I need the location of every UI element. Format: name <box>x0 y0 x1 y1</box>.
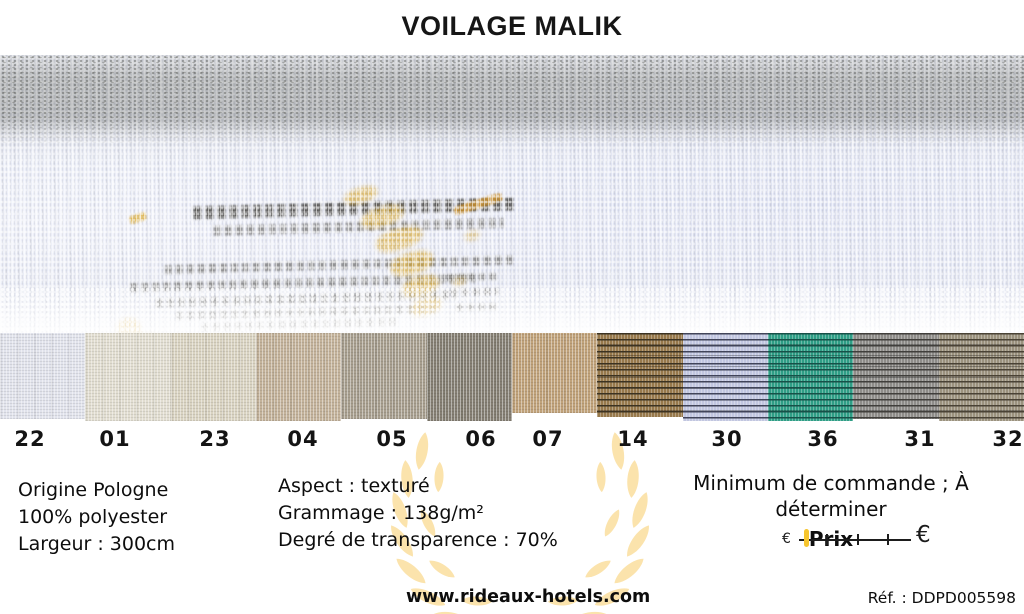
swatch-code: 14 <box>617 427 649 451</box>
grammage-line: Grammage : 138g/m² <box>278 502 484 524</box>
price-scale: € € <box>778 522 942 553</box>
label-blurred-subtitle <box>213 217 504 236</box>
price-scale-tick <box>826 534 828 545</box>
swatch-code: 04 <box>287 427 319 451</box>
swatch-36 <box>767 333 854 421</box>
fabric-label <box>108 177 528 333</box>
price-scale-tick <box>887 534 889 545</box>
swatch-code: 30 <box>711 427 743 451</box>
label-blurred-line <box>201 317 400 332</box>
swatch-30 <box>682 333 768 421</box>
swatch-strip <box>0 333 1024 423</box>
swatch-22 <box>0 333 86 419</box>
origin-specs-block: Origine Pologne 100% polyester Largeur :… <box>18 477 175 558</box>
label-blurred-line <box>164 255 517 275</box>
reference-number: Réf. : DDPD005598 <box>867 589 1016 607</box>
label-gold-mark <box>113 315 146 333</box>
swatch-06 <box>426 333 512 421</box>
swatch-code: 36 <box>807 427 839 451</box>
aspect-line: Aspect : texturé <box>278 475 430 497</box>
euro-high-icon: € <box>916 522 931 548</box>
fabric-specs-block: Aspect : texturé Grammage : 138g/m² Degr… <box>278 473 558 554</box>
label-logo-gold-blob <box>462 228 482 243</box>
price-scale-tick <box>857 534 859 545</box>
price-scale-line <box>799 539 911 541</box>
label-gold-mark <box>128 211 148 225</box>
transparency-line: Degré de transparence : 70% <box>278 529 558 551</box>
swatch-32 <box>938 333 1024 421</box>
swatch-31 <box>853 333 939 419</box>
label-blurred-line <box>455 303 497 312</box>
origin-line: Origine Pologne <box>18 479 169 501</box>
swatch-05 <box>341 333 427 419</box>
euro-low-icon: € <box>782 531 791 547</box>
swatch-code: 31 <box>904 427 936 451</box>
swatch-code: 23 <box>199 427 231 451</box>
fabric-top-shadow <box>0 55 1024 147</box>
swatch-14 <box>597 333 683 417</box>
swatch-code: 22 <box>14 427 46 451</box>
swatch-code: 06 <box>465 427 497 451</box>
label-blurred-line <box>450 287 499 297</box>
swatch-code: 05 <box>376 427 408 451</box>
material-line: 100% polyester <box>18 506 168 528</box>
swatch-23 <box>170 333 256 421</box>
swatch-code: 32 <box>992 427 1024 451</box>
order-price-block: Minimum de commande ; À déterminer Prix <box>640 470 1022 552</box>
price-marker <box>804 529 809 547</box>
page-title: VOILAGE MALIK <box>401 11 623 41</box>
swatch-07 <box>511 333 598 413</box>
swatch-04 <box>255 333 342 421</box>
width-line: Largeur : 300cm <box>18 533 176 555</box>
swatch-code: 01 <box>99 427 131 451</box>
fabric-photo <box>0 55 1024 333</box>
website-url: www.rideaux-hotels.com <box>406 587 651 607</box>
swatch-01 <box>85 333 171 421</box>
swatch-code: 07 <box>532 427 564 451</box>
minimum-order-line: Minimum de commande ; À déterminer <box>693 471 969 521</box>
